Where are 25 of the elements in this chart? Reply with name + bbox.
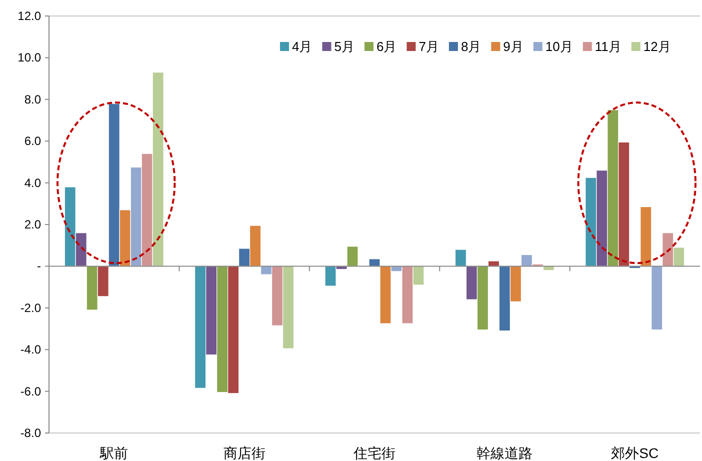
legend-label: 5月 bbox=[334, 39, 354, 54]
y-tick-label: 8.0 bbox=[24, 92, 42, 106]
x-tick-label: 郊外SC bbox=[611, 445, 659, 461]
legend-label: 6月 bbox=[376, 39, 397, 54]
y-tick-label: -4.0 bbox=[20, 342, 42, 357]
y-tick-label: 4.0 bbox=[24, 176, 42, 190]
x-tick-label: 住宅街 bbox=[352, 445, 396, 461]
y-tick-label: 6.0 bbox=[24, 134, 42, 148]
legend-label: 9月 bbox=[503, 39, 524, 54]
y-tick-label: -6.0 bbox=[20, 384, 42, 398]
y-tick-label: - bbox=[37, 259, 41, 274]
legend-label: 10月 bbox=[545, 39, 573, 54]
y-tick-label: 10.0 bbox=[18, 50, 42, 65]
legend-label: 12月 bbox=[643, 39, 671, 54]
y-tick-label: 2.0 bbox=[24, 218, 42, 232]
legend-label: 11月 bbox=[594, 39, 622, 54]
x-tick-label: 商店街 bbox=[223, 445, 266, 461]
x-tick-label: 駅前 bbox=[99, 445, 128, 461]
y-tick-label: -2.0 bbox=[20, 300, 42, 315]
x-tick-label: 幹線道路 bbox=[476, 445, 533, 461]
y-tick-label: -8.0 bbox=[20, 426, 42, 440]
y-tick-label: 12.0 bbox=[18, 9, 42, 23]
legend-label: 8月 bbox=[460, 39, 482, 54]
legend-label: 4月 bbox=[292, 39, 312, 54]
legend-label: 7月 bbox=[418, 39, 439, 54]
